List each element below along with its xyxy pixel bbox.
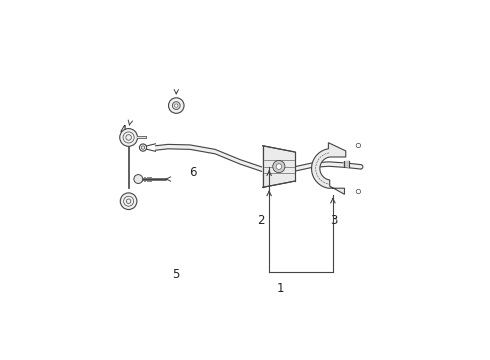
Circle shape bbox=[140, 144, 147, 151]
Text: 4: 4 bbox=[119, 124, 127, 137]
Circle shape bbox=[356, 143, 361, 148]
Circle shape bbox=[276, 164, 282, 169]
Text: 6: 6 bbox=[189, 166, 196, 179]
Circle shape bbox=[356, 189, 361, 194]
Polygon shape bbox=[263, 146, 295, 187]
Circle shape bbox=[134, 175, 143, 184]
Circle shape bbox=[120, 129, 138, 146]
Circle shape bbox=[169, 98, 184, 113]
Polygon shape bbox=[155, 144, 361, 173]
Text: 3: 3 bbox=[331, 214, 338, 227]
Circle shape bbox=[174, 104, 178, 107]
Circle shape bbox=[172, 102, 180, 109]
Circle shape bbox=[273, 161, 285, 173]
Circle shape bbox=[120, 193, 137, 210]
Polygon shape bbox=[344, 161, 349, 167]
Text: 5: 5 bbox=[172, 268, 180, 281]
Polygon shape bbox=[312, 143, 346, 194]
Text: 2: 2 bbox=[257, 214, 265, 227]
Text: 1: 1 bbox=[276, 282, 284, 295]
